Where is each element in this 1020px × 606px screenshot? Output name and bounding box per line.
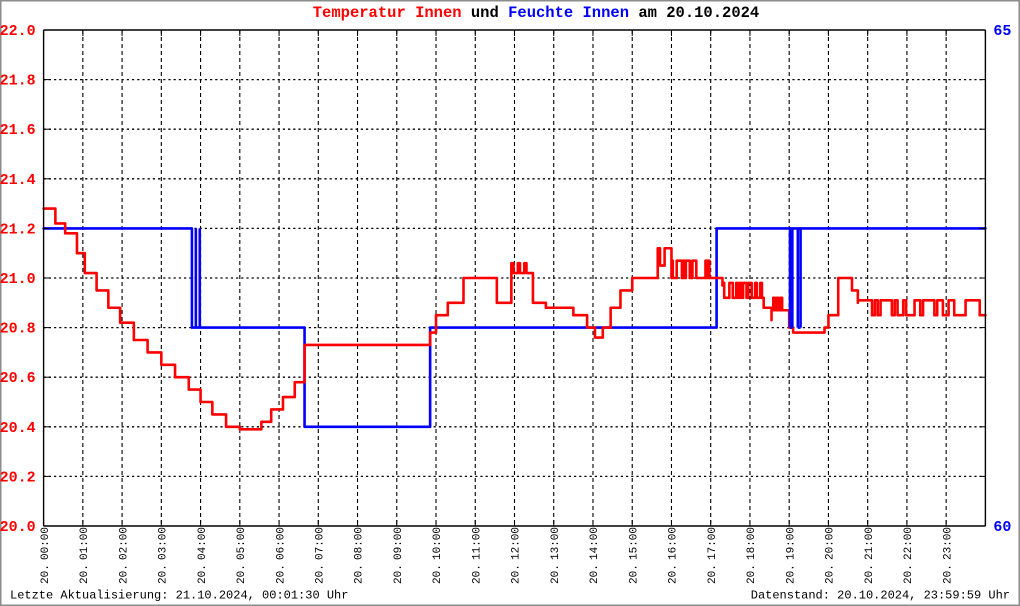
svg-text:20.2: 20.2 — [0, 469, 36, 486]
svg-text:21.2: 21.2 — [0, 221, 36, 238]
svg-text:13:00: 13:00 — [550, 527, 562, 560]
svg-text:21.4: 21.4 — [0, 172, 36, 189]
svg-text:21.8: 21.8 — [0, 73, 36, 90]
svg-text:20.: 20. — [903, 564, 915, 584]
svg-text:20.: 20. — [707, 564, 719, 584]
svg-text:22:00: 22:00 — [903, 527, 915, 560]
svg-text:20.: 20. — [785, 564, 797, 584]
svg-text:12:00: 12:00 — [511, 527, 523, 560]
svg-text:Datenstand: 20.10.2024, 23:59:: Datenstand: 20.10.2024, 23:59:59 Uhr — [751, 589, 1010, 603]
svg-text:09:00: 09:00 — [393, 527, 405, 560]
svg-text:20.: 20. — [746, 564, 758, 584]
svg-text:Temperatur Innen und Feuchte I: Temperatur Innen und Feuchte Innen am 20… — [313, 4, 760, 22]
svg-text:19:00: 19:00 — [785, 527, 797, 560]
svg-text:15:00: 15:00 — [628, 527, 640, 560]
svg-text:20.: 20. — [825, 564, 837, 584]
svg-text:20.: 20. — [864, 564, 876, 584]
svg-text:20.: 20. — [668, 564, 680, 584]
svg-text:08:00: 08:00 — [354, 527, 366, 560]
svg-text:20:00: 20:00 — [825, 527, 837, 560]
svg-text:Letzte Aktualisierung: 21.10.2: Letzte Aktualisierung: 21.10.2024, 00:01… — [10, 589, 348, 603]
svg-text:65: 65 — [993, 23, 1011, 40]
svg-text:20.: 20. — [40, 564, 52, 584]
svg-text:20.: 20. — [432, 564, 444, 584]
svg-text:11:00: 11:00 — [471, 527, 483, 560]
svg-text:20.: 20. — [197, 564, 209, 584]
svg-text:21.6: 21.6 — [0, 122, 36, 139]
svg-text:20.: 20. — [314, 564, 326, 584]
svg-text:20.: 20. — [628, 564, 640, 584]
svg-text:21.0: 21.0 — [0, 271, 36, 288]
svg-text:20.: 20. — [589, 564, 601, 584]
svg-text:18:00: 18:00 — [746, 527, 758, 560]
svg-text:06:00: 06:00 — [275, 527, 287, 560]
svg-text:20.: 20. — [275, 564, 287, 584]
svg-text:16:00: 16:00 — [668, 527, 680, 560]
svg-text:01:00: 01:00 — [79, 527, 91, 560]
svg-text:03:00: 03:00 — [158, 527, 170, 560]
svg-text:20.: 20. — [158, 564, 170, 584]
svg-text:23:00: 23:00 — [942, 527, 954, 560]
svg-text:17:00: 17:00 — [707, 527, 719, 560]
svg-text:20.: 20. — [354, 564, 366, 584]
svg-text:60: 60 — [993, 519, 1011, 536]
svg-text:20.0: 20.0 — [0, 519, 36, 536]
svg-text:05:00: 05:00 — [236, 527, 248, 560]
svg-text:20.: 20. — [942, 564, 954, 584]
svg-text:20.6: 20.6 — [0, 370, 36, 387]
svg-text:00:00: 00:00 — [40, 527, 52, 560]
svg-text:20.: 20. — [118, 564, 130, 584]
svg-text:20.: 20. — [393, 564, 405, 584]
svg-text:20.: 20. — [79, 564, 91, 584]
svg-text:14:00: 14:00 — [589, 527, 601, 560]
svg-text:22.0: 22.0 — [0, 23, 36, 40]
svg-text:20.: 20. — [236, 564, 248, 584]
svg-text:20.: 20. — [511, 564, 523, 584]
svg-text:20.: 20. — [471, 564, 483, 584]
svg-text:20.8: 20.8 — [0, 321, 36, 338]
svg-text:04:00: 04:00 — [197, 527, 209, 560]
svg-text:21:00: 21:00 — [864, 527, 876, 560]
svg-text:02:00: 02:00 — [118, 527, 130, 560]
svg-text:20.4: 20.4 — [0, 420, 36, 437]
svg-text:10:00: 10:00 — [432, 527, 444, 560]
svg-text:07:00: 07:00 — [314, 527, 326, 560]
svg-text:20.: 20. — [550, 564, 562, 584]
